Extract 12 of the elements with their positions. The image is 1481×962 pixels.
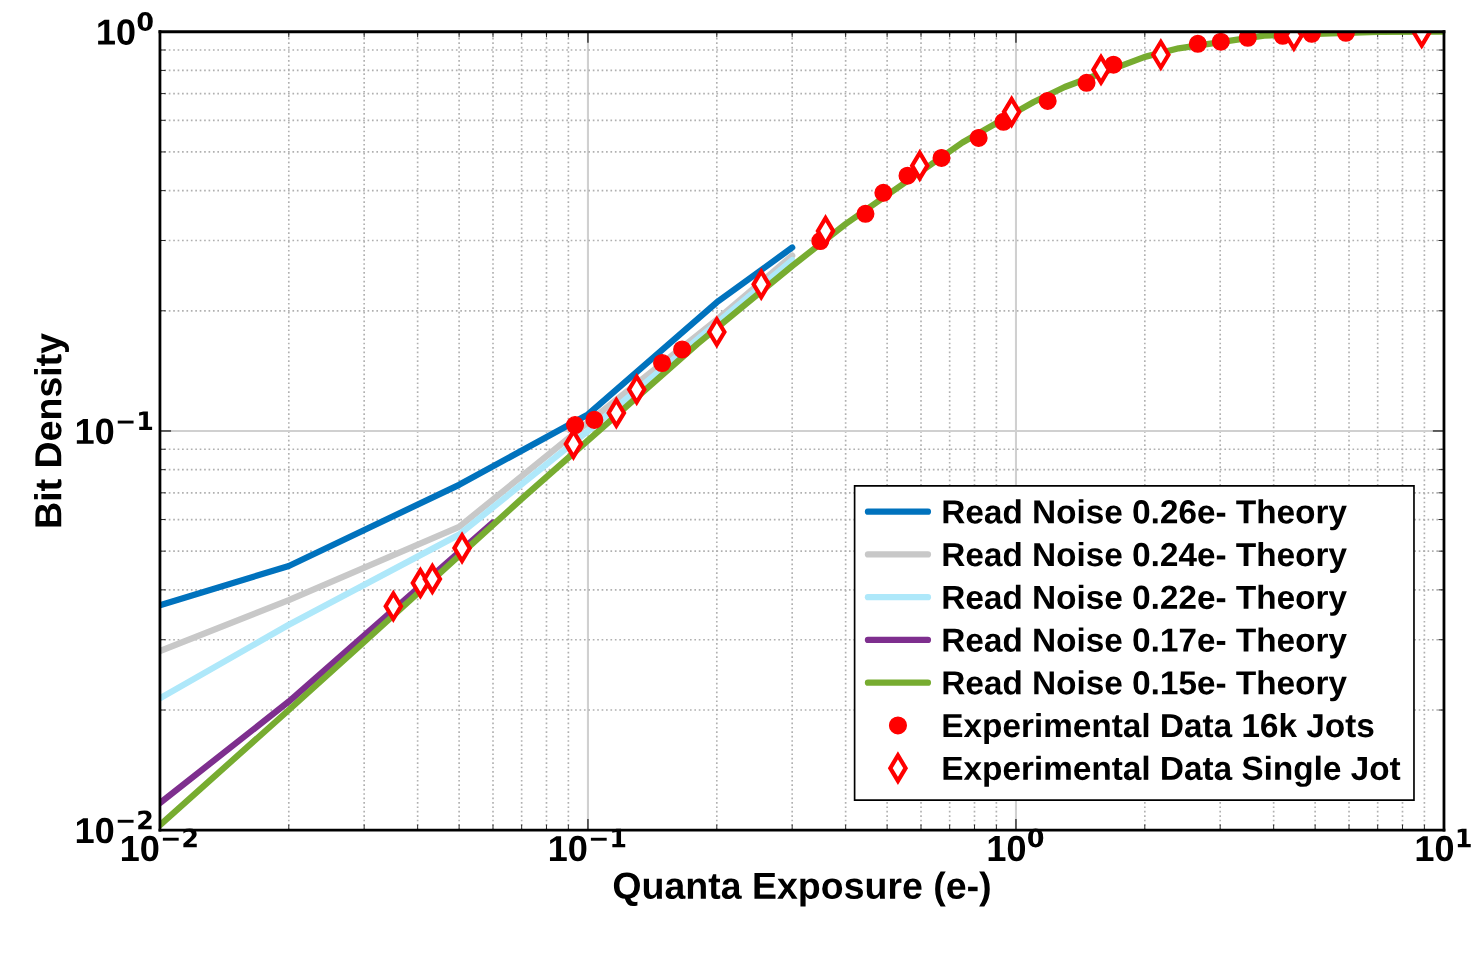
legend-label: Read Noise 0.26e- Theory — [943, 499, 1347, 531]
y-tick-label: 10$^{−1}$ — [76, 411, 153, 445]
legend-label: Read Noise 0.24e- Theory — [943, 541, 1347, 574]
legend-label: Read Noise 0.15e- Theory — [943, 670, 1347, 702]
legend-label: Experimental Data 16k Jots — [943, 712, 1374, 744]
legend-label: Experimental Data Single Jot — [943, 755, 1401, 787]
legend-label: Read Noise 0.22e- Theory — [943, 584, 1347, 616]
legend-label: Read Noise 0.17e- Theory — [943, 627, 1347, 659]
x-tick-label: 10$^{1}$ — [1416, 828, 1471, 862]
y-tick-label: 10$^{0}$ — [98, 11, 153, 45]
x-axis-title: Quanta Exposure (e-) — [613, 871, 990, 907]
y-axis-title: Bit Density — [34, 333, 69, 527]
